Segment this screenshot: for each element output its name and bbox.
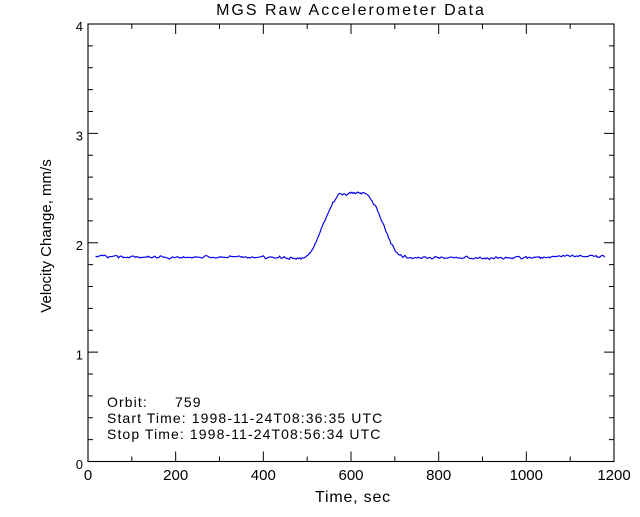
svg-text:Time, sec: Time, sec — [315, 489, 391, 506]
svg-text:3: 3 — [76, 129, 83, 144]
svg-text:4: 4 — [76, 19, 83, 34]
svg-text:Stop Time: 1998-11-24T08:56:34: Stop Time: 1998-11-24T08:56:34 UTC — [107, 426, 382, 442]
svg-text:1: 1 — [76, 348, 83, 363]
svg-text:759: 759 — [175, 394, 202, 410]
svg-text:Orbit:: Orbit: — [107, 394, 148, 410]
svg-text:200: 200 — [163, 467, 188, 484]
svg-text:600: 600 — [338, 467, 363, 484]
svg-text:Start Time: 1998-11-24T08:36:3: Start Time: 1998-11-24T08:36:35 UTC — [107, 410, 383, 426]
svg-text:1200: 1200 — [597, 467, 630, 484]
svg-text:0: 0 — [76, 457, 83, 472]
svg-text:1000: 1000 — [510, 467, 543, 484]
svg-text:Velocity Change, mm/s: Velocity Change, mm/s — [38, 159, 55, 312]
svg-text:2: 2 — [76, 238, 83, 253]
svg-text:MGS Raw Accelerometer Data: MGS Raw Accelerometer Data — [216, 2, 486, 19]
svg-text:800: 800 — [426, 467, 451, 484]
svg-text:400: 400 — [251, 467, 276, 484]
svg-text:0: 0 — [84, 467, 92, 484]
